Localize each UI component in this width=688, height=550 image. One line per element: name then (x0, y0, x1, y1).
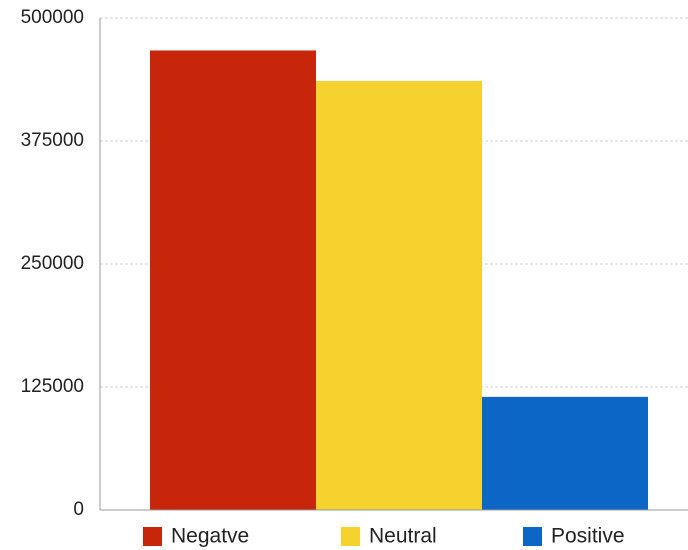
legend: Negatve Neutral Positive (143, 525, 625, 548)
bar-negatve (150, 50, 316, 511)
y-tick-label: 500000 (21, 7, 84, 28)
y-tick-label: 125000 (21, 376, 84, 397)
y-tick-label: 250000 (21, 253, 84, 274)
legend-label: Negatve (171, 525, 249, 548)
legend-swatch (143, 527, 162, 546)
legend-label: Positive (551, 525, 625, 548)
legend-label: Neutral (369, 525, 437, 548)
y-tick-label: 375000 (21, 130, 84, 151)
legend-swatch (341, 527, 360, 546)
bars (150, 50, 648, 511)
y-tick-label: 0 (73, 499, 84, 520)
bar-positive (482, 396, 648, 510)
bar-neutral (316, 80, 482, 510)
y-axis-tick-labels: 0 125000 250000 375000 500000 (21, 7, 84, 520)
legend-swatch (523, 527, 542, 546)
